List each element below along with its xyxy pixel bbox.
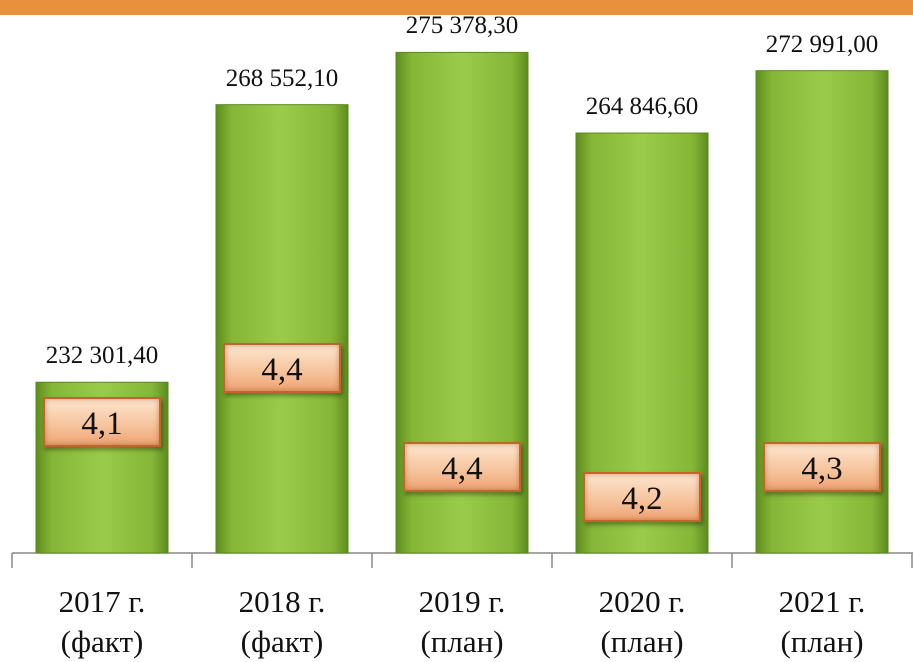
bar: [215, 104, 349, 554]
secondary-label: 4,1: [43, 397, 161, 447]
x-tick-label: 2017 г. (факт): [58, 584, 146, 659]
value-label: 268 552,10: [225, 64, 339, 92]
value-label: 272 991,00: [765, 30, 879, 58]
secondary-label: 4,3: [763, 442, 881, 492]
x-tick-label: 2018 г. (факт): [238, 584, 326, 659]
x-tick-label: 2021 г. (план): [778, 584, 866, 659]
x-tick-label: 2019 г. (план): [418, 584, 506, 659]
secondary-label: 4,4: [223, 343, 341, 393]
secondary-label: 4,4: [403, 442, 521, 492]
value-label: 264 846,60: [585, 93, 699, 121]
x-tick-label: 2020 г. (план): [598, 584, 686, 659]
secondary-label: 4,2: [583, 472, 701, 522]
top-band: [0, 0, 913, 15]
value-label: 275 378,30: [405, 12, 519, 40]
value-label: 232 301,40: [45, 342, 159, 370]
